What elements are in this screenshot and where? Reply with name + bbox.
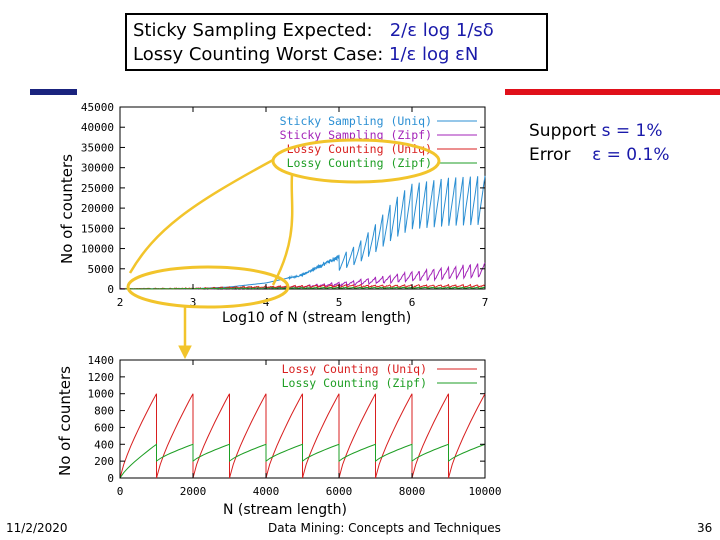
highlight-callout-curve-right — [273, 175, 292, 285]
top-ytick-label: 20000 — [81, 202, 114, 215]
bottom-ytick-label: 0 — [107, 472, 114, 485]
bottom-ytick-label: 200 — [94, 455, 114, 468]
bottom-xtick-label: 4000 — [253, 485, 280, 498]
bottom-xtick-label: 8000 — [399, 485, 426, 498]
charts-canvas: 0500010000150002000025000300003500040000… — [0, 0, 720, 540]
footer-date: 11/2/2020 — [6, 521, 68, 535]
bottom-ytick-label: 600 — [94, 421, 114, 434]
top-ytick-label: 15000 — [81, 222, 114, 235]
top-legend-label: Sticky Sampling (Uniq) — [280, 114, 432, 128]
top-ytick-label: 40000 — [81, 121, 114, 134]
highlight-callout-curve-left — [130, 160, 273, 273]
bottom-ytick-label: 1400 — [88, 354, 115, 367]
top-ytick-label: 5000 — [88, 263, 115, 276]
bottom-ytick-label: 1000 — [88, 388, 115, 401]
top-ytick-label: 35000 — [81, 141, 114, 154]
top-ytick-label: 10000 — [81, 243, 114, 256]
series-line-sticky-uniq — [120, 176, 485, 289]
top-ytick-label: 30000 — [81, 162, 114, 175]
top-xtick-label: 7 — [482, 296, 489, 309]
footer-course: Data Mining: Concepts and Techniques — [268, 521, 501, 535]
bottom-ytick-label: 400 — [94, 438, 114, 451]
bottom-xtick-label: 2000 — [180, 485, 207, 498]
bottom-legend-label: Lossy Counting (Uniq) — [282, 362, 427, 376]
bottom-xtick-label: 10000 — [468, 485, 501, 498]
highlight-arrow-head — [179, 346, 191, 358]
top-ytick-label: 25000 — [81, 182, 114, 195]
bottom-xtick-label: 6000 — [326, 485, 353, 498]
bottom-ytick-label: 800 — [94, 405, 114, 418]
top-xtick-label: 5 — [336, 296, 343, 309]
top-xtick-label: 6 — [409, 296, 416, 309]
bottom-ytick-label: 1200 — [88, 371, 115, 384]
footer-page: 36 — [697, 521, 712, 535]
top-legend-label: Lossy Counting (Zipf) — [287, 156, 432, 170]
top-ytick-label: 45000 — [81, 101, 114, 114]
top-xtick-label: 2 — [117, 296, 124, 309]
bottom-legend-label: Lossy Counting (Zipf) — [282, 376, 427, 390]
series-line-lossy-uniq-linear — [120, 394, 485, 478]
bottom-xtick-label: 0 — [117, 485, 124, 498]
top-ytick-label: 0 — [107, 283, 114, 296]
